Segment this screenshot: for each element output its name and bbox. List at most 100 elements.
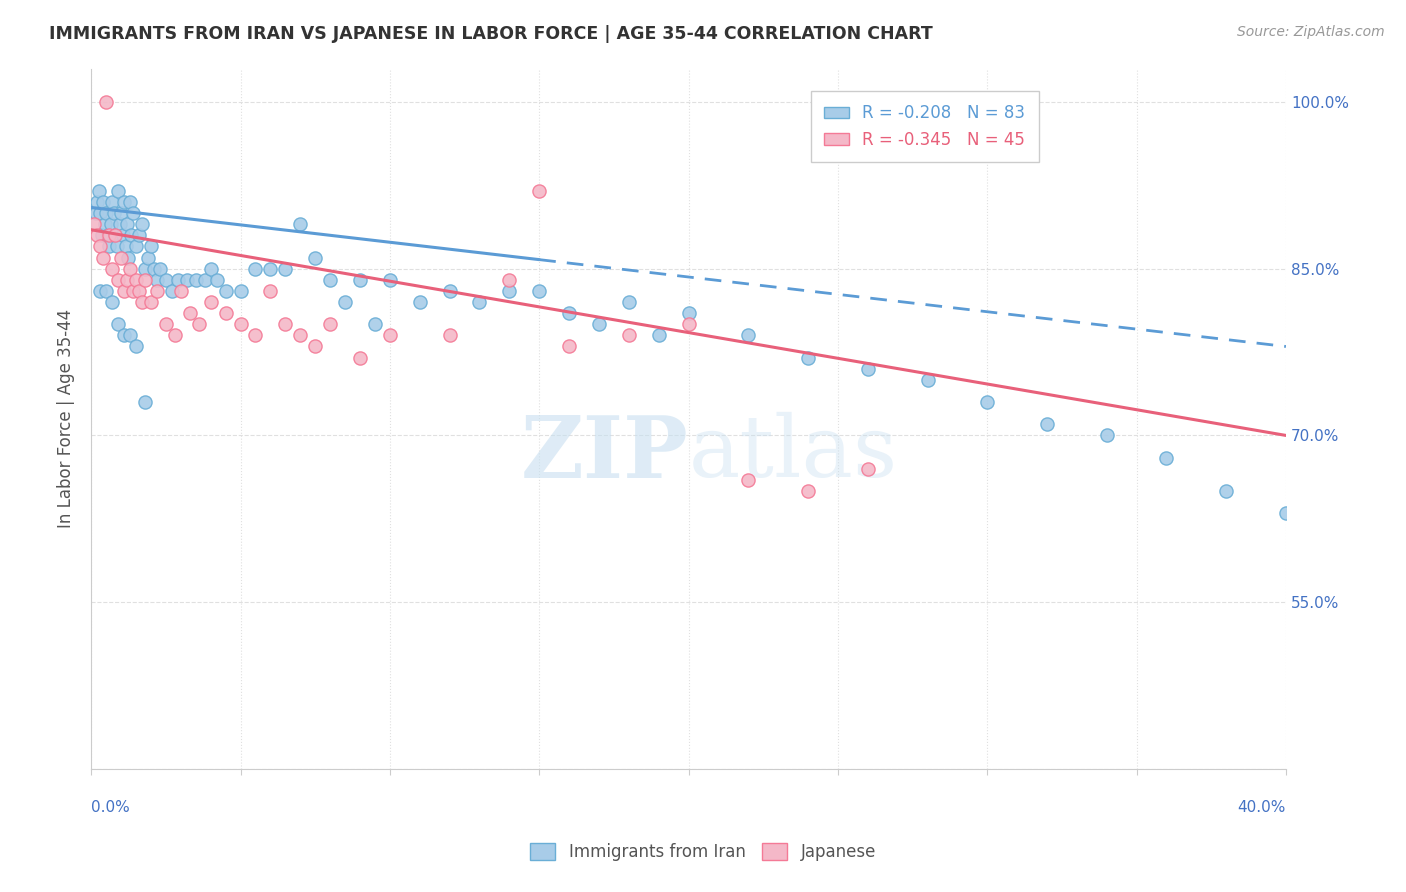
- Point: [93, 217, 115, 231]
- Point: [125, 339, 148, 353]
- Point: [94, 284, 117, 298]
- Point: [87, 184, 110, 198]
- Point: [104, 228, 127, 243]
- Point: [588, 318, 610, 332]
- Point: [349, 273, 371, 287]
- Point: [1095, 428, 1118, 442]
- Point: [617, 295, 640, 310]
- Point: [105, 239, 128, 253]
- Point: [110, 251, 132, 265]
- Point: [122, 206, 145, 220]
- Point: [166, 273, 188, 287]
- Point: [86, 194, 108, 209]
- Point: [304, 251, 326, 265]
- Point: [274, 318, 297, 332]
- Point: [194, 273, 217, 287]
- Point: [146, 273, 169, 287]
- Point: [125, 273, 148, 287]
- Point: [160, 284, 183, 298]
- Point: [91, 194, 114, 209]
- Point: [558, 339, 581, 353]
- Point: [737, 473, 759, 487]
- Point: [115, 217, 138, 231]
- Point: [797, 483, 820, 498]
- Point: [170, 284, 193, 298]
- Point: [142, 261, 165, 276]
- Point: [364, 318, 387, 332]
- Point: [121, 228, 143, 243]
- Point: [184, 273, 207, 287]
- Point: [409, 295, 432, 310]
- Point: [439, 284, 461, 298]
- Point: [122, 284, 145, 298]
- Point: [111, 228, 134, 243]
- Point: [128, 228, 150, 243]
- Point: [229, 284, 252, 298]
- Point: [1036, 417, 1059, 432]
- Point: [107, 318, 129, 332]
- Y-axis label: In Labor Force | Age 35-44: In Labor Force | Age 35-44: [58, 310, 75, 528]
- Point: [104, 228, 127, 243]
- Point: [84, 206, 107, 220]
- Point: [101, 194, 124, 209]
- Point: [103, 206, 125, 220]
- Point: [89, 239, 111, 253]
- Point: [529, 284, 551, 298]
- Point: [290, 217, 312, 231]
- Point: [131, 295, 153, 310]
- Point: [155, 273, 177, 287]
- Point: [214, 284, 236, 298]
- Point: [797, 351, 820, 365]
- Point: [304, 339, 326, 353]
- Point: [319, 318, 342, 332]
- Point: [274, 261, 297, 276]
- Point: [131, 217, 153, 231]
- Point: [245, 328, 267, 343]
- Point: [118, 328, 141, 343]
- Text: IMMIGRANTS FROM IRAN VS JAPANESE IN LABOR FORCE | AGE 35-44 CORRELATION CHART: IMMIGRANTS FROM IRAN VS JAPANESE IN LABO…: [49, 25, 934, 43]
- Text: ZIP: ZIP: [520, 412, 689, 496]
- Point: [139, 239, 162, 253]
- Point: [155, 318, 177, 332]
- Point: [678, 318, 700, 332]
- Point: [101, 295, 124, 310]
- Point: [498, 284, 520, 298]
- Point: [134, 395, 156, 409]
- Point: [229, 318, 252, 332]
- Point: [200, 295, 222, 310]
- Point: [94, 95, 117, 109]
- Point: [179, 306, 201, 320]
- Point: [136, 251, 159, 265]
- Text: 40.0%: 40.0%: [1237, 799, 1286, 814]
- Point: [259, 261, 281, 276]
- Point: [90, 228, 112, 243]
- Point: [678, 306, 700, 320]
- Point: [107, 184, 129, 198]
- Point: [319, 273, 342, 287]
- Point: [149, 261, 172, 276]
- Point: [647, 328, 669, 343]
- Point: [617, 328, 640, 343]
- Text: Source: ZipAtlas.com: Source: ZipAtlas.com: [1237, 25, 1385, 39]
- Point: [125, 239, 148, 253]
- Point: [856, 361, 879, 376]
- Point: [558, 306, 581, 320]
- Point: [1156, 450, 1178, 465]
- Point: [108, 217, 131, 231]
- Point: [214, 306, 236, 320]
- Text: atlas: atlas: [689, 412, 897, 495]
- Point: [100, 217, 122, 231]
- Point: [259, 284, 281, 298]
- Point: [439, 328, 461, 343]
- Legend: Immigrants from Iran, Japanese: Immigrants from Iran, Japanese: [523, 836, 883, 868]
- Point: [245, 261, 267, 276]
- Point: [118, 261, 141, 276]
- Point: [110, 206, 132, 220]
- Point: [290, 328, 312, 343]
- Point: [107, 273, 129, 287]
- Point: [83, 217, 105, 231]
- Point: [976, 395, 998, 409]
- Point: [529, 184, 551, 198]
- Point: [349, 351, 371, 365]
- Point: [378, 328, 401, 343]
